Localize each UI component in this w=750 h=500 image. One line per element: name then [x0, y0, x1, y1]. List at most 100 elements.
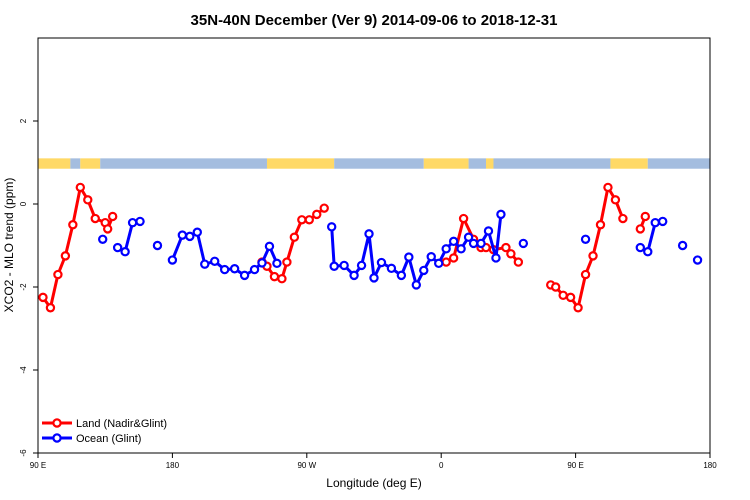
ocean-data-point [643, 247, 653, 257]
land-data-point [90, 213, 100, 224]
y-tick-label: -4 [19, 366, 28, 374]
strip-land-segment [80, 158, 101, 169]
ocean-data-point [396, 270, 407, 281]
ocean-data-point [580, 234, 591, 244]
land-series-line [550, 185, 625, 310]
land-data-point [603, 182, 613, 193]
ocean-data-point [658, 216, 668, 227]
ocean-data-point [635, 242, 646, 253]
ocean-data-point [135, 216, 145, 227]
land-data-point [68, 220, 78, 230]
strip-ocean-segment [468, 158, 486, 169]
land-data-point [610, 195, 621, 205]
land-series [38, 182, 650, 313]
ocean-data-point [272, 258, 282, 269]
strip-land-segment [610, 158, 648, 169]
ocean-data-point [496, 209, 506, 220]
strip-land-segment [266, 158, 335, 169]
land-legend-label: Land (Nadir&Glint) [76, 418, 167, 430]
chart-title: 35N-40N December (Ver 9) 2014-09-06 to 2… [191, 12, 558, 29]
land-data-point [448, 253, 459, 263]
ocean-data-point [264, 241, 275, 252]
land-data-point [618, 213, 628, 224]
strip-ocean-segment [100, 158, 267, 169]
y-tick-label: -6 [19, 449, 28, 457]
land-ocean-strip [38, 158, 710, 169]
land-data-point [60, 251, 71, 261]
land-legend-item: Land (Nadir&Glint) [42, 418, 167, 430]
ocean-data-point [192, 227, 202, 237]
ocean-data-point [98, 234, 108, 244]
x-tick-label: 90 W [297, 461, 316, 470]
y-tick-label: -2 [19, 283, 28, 291]
ocean-data-point [219, 264, 230, 275]
x-tick-label: 180 [703, 461, 717, 470]
x-tick-label: 90 E [30, 461, 46, 470]
ocean-data-point [376, 257, 387, 268]
ocean-data-point [468, 238, 479, 249]
ocean-data-point [456, 244, 466, 254]
ocean-data-point [650, 217, 660, 228]
x-tick-label: 90 E [567, 461, 583, 470]
y-axis-label: XCO2 - MLO trend (ppm) [2, 178, 16, 313]
strip-land-segment [423, 158, 469, 169]
strip-ocean-segment [647, 158, 710, 169]
land-data-point [45, 303, 56, 313]
land-data-point [312, 209, 322, 220]
axes: 90 E 180 90 W 0 90 E 180 -6 -4 -2 0 2 [19, 118, 717, 470]
ocean-data-point [120, 247, 130, 257]
land-data-point [107, 211, 118, 222]
land-data-point [83, 195, 93, 205]
ocean-data-point [419, 265, 429, 276]
x-axis-label: Longitude (deg E) [326, 476, 421, 490]
legend: Land (Nadir&Glint) Ocean (Glint) [42, 418, 167, 445]
ocean-data-point [152, 240, 163, 251]
ocean-data-point [177, 230, 188, 240]
ocean-data-point [239, 270, 250, 281]
land-data-point [297, 215, 307, 225]
ocean-data-point [448, 236, 459, 247]
land-series-line [41, 185, 115, 310]
land-data-point [565, 292, 576, 303]
land-data-point [282, 257, 292, 267]
ocean-data-point [369, 273, 379, 283]
ocean-data-point [364, 229, 374, 239]
land-data-point [588, 251, 598, 261]
ocean-data-point [210, 256, 220, 266]
land-data-point [506, 249, 516, 259]
strip-ocean-segment [493, 158, 611, 169]
ocean-data-point [229, 264, 240, 274]
ocean-data-point [356, 260, 367, 271]
ocean-data-point [404, 252, 414, 262]
land-data-point [458, 213, 469, 224]
ocean-legend-marker [52, 433, 62, 443]
land-data-point [53, 269, 63, 280]
land-data-point [501, 242, 511, 253]
land-data-point [277, 274, 287, 284]
ocean-legend-label: Ocean (Glint) [76, 433, 141, 445]
ocean-data-point [411, 280, 422, 290]
ocean-data-point [483, 226, 494, 236]
ocean-data-point [167, 255, 178, 265]
ocean-legend-item: Ocean (Glint) [42, 433, 141, 445]
strip-land-segment [486, 158, 494, 169]
ocean-data-point [127, 217, 138, 228]
plot-frame [37, 37, 711, 454]
land-data-point [289, 232, 300, 242]
land-data-point [640, 211, 650, 222]
ocean-data-point [441, 244, 451, 254]
land-data-point [102, 224, 113, 234]
strip-ocean-segment [334, 158, 424, 169]
ocean-data-point [249, 264, 260, 275]
y-tick-label: 0 [19, 201, 28, 206]
y-tick-label: 2 [19, 118, 28, 123]
ocean-data-point [386, 263, 397, 274]
ocean-data-point [518, 238, 529, 249]
ocean-data-point [491, 253, 501, 263]
ocean-data-point [349, 270, 359, 281]
series-layer [38, 182, 703, 313]
ocean-data-point [112, 242, 123, 253]
land-legend-marker [52, 418, 62, 428]
land-data-point [573, 303, 583, 313]
